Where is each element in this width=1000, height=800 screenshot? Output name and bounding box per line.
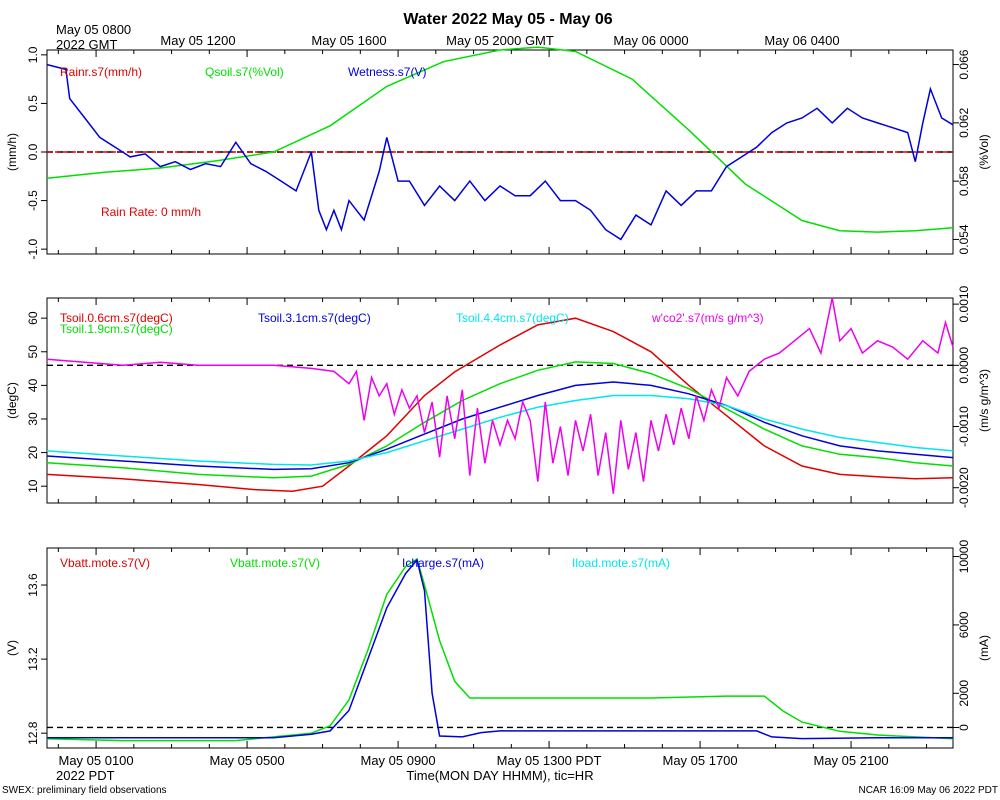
y-axis-title-left: (V) xyxy=(5,640,19,656)
series-line-cyan xyxy=(46,394,954,466)
y-tick-label-right: -0.0020 xyxy=(957,467,971,508)
series-line-green xyxy=(46,557,954,742)
top-time-label: May 05 1200 xyxy=(160,33,235,48)
y-axis-title-left: (degC) xyxy=(5,382,19,419)
legend-entry: Iload.mote.s7(mA) xyxy=(572,556,670,570)
series-line-red xyxy=(46,317,954,492)
plot-frame xyxy=(46,547,954,749)
series-line-blue xyxy=(46,381,954,471)
rain-rate-annotation: Rain Rate: 0 mm/h xyxy=(101,205,201,219)
y-tick-label-left: -1.0 xyxy=(26,238,40,259)
legend-entry: w'co2'.s7(m/s g/m^3) xyxy=(651,311,764,325)
panel-middle: 10 20 30 40 50 60 (degC) -0.0020 -0.0010 0.0000 0.… xyxy=(5,285,991,508)
y-axis-title-right: (mA) xyxy=(977,635,991,661)
y-tick-label-right: 0 xyxy=(957,724,971,731)
y-tick-label-right: 10000 xyxy=(957,540,971,574)
series-line-green xyxy=(46,361,954,479)
legend-entry: Icharge.s7(mA) xyxy=(402,556,484,570)
legend-entry: Tsoil.0.6cm.s7(degC) xyxy=(60,311,173,325)
footer-left: SWEX: preliminary field observations xyxy=(2,785,167,796)
y-tick-label-right: 0.0010 xyxy=(957,285,971,322)
top-time-label: May 05 1600 xyxy=(311,33,386,48)
bottom-time-label: May 05 1700 xyxy=(662,753,737,768)
x-axis-title: Time(MON DAY HHMM), tic=HR xyxy=(406,768,593,783)
y-tick-label-left: 30 xyxy=(26,412,40,426)
bottom-time-label: May 05 0900 xyxy=(360,753,435,768)
y-tick-label-left: 10 xyxy=(26,479,40,493)
y-axis-title-right: (%Vol) xyxy=(977,134,991,169)
top-time-label: May 05 2000 GMT xyxy=(446,33,554,48)
y-tick-label-left: 12.8 xyxy=(26,721,40,745)
top-time-label: May 06 0000 xyxy=(613,33,688,48)
chart-title: Water 2022 May 05 - May 06 xyxy=(403,11,612,28)
series-line-blue xyxy=(46,63,954,241)
y-tick-label-left: 60 xyxy=(26,311,40,325)
y-tick-label-left: 50 xyxy=(26,345,40,359)
y-tick-label-left: 20 xyxy=(26,446,40,460)
legend-entry: Vbatt.mote.s7(V) xyxy=(230,556,320,570)
legend-entry: Qsoil.s7(%Vol) xyxy=(205,65,284,79)
bottom-time-label: May 05 0500 xyxy=(209,753,284,768)
y-tick-label-right: 0.054 xyxy=(957,224,971,254)
panel-bottom: 12.8 13.2 13.6 (V) 0 2000 6000 10000 (mA) Vbatt.m… xyxy=(5,540,991,749)
series-line-blue xyxy=(47,558,953,740)
y-tick-label-left: 0.0 xyxy=(26,143,40,160)
y-tick-label-right: 0.058 xyxy=(957,166,971,196)
top-time-labels: May 05 1200 May 05 1600 May 05 2000 GMT May… xyxy=(160,33,839,48)
footer-right: NCAR 16:09 May 06 2022 PDT xyxy=(858,785,998,796)
legend-entry: Rainr.s7(mm/h) xyxy=(60,65,142,79)
series-line-magenta xyxy=(46,297,954,494)
legend-entry: Tsoil.3.1cm.s7(degC) xyxy=(258,311,371,325)
top-start-label-2: 2022 GMT xyxy=(56,37,117,52)
y-tick-label-left: 13.2 xyxy=(26,647,40,671)
top-time-label: May 06 0400 xyxy=(764,33,839,48)
y-axis-title-left: (mm/h) xyxy=(5,133,19,171)
y-tick-label-right: 0.066 xyxy=(957,49,971,79)
y-tick-label-right: 0.0000 xyxy=(957,347,971,384)
y-tick-label-right: -0.0010 xyxy=(957,406,971,447)
top-start-label-1: May 05 0800 xyxy=(56,22,131,37)
plot-frame xyxy=(46,297,954,504)
y-tick-label-left: 1.0 xyxy=(26,46,40,63)
bottom-time-label: May 05 0100 xyxy=(58,753,133,768)
y-tick-label-right: 2000 xyxy=(957,680,971,707)
legend-entry: Tsoil.1.9cm.s7(degC) xyxy=(60,322,173,336)
y-tick-label-left: -0.5 xyxy=(26,190,40,211)
bottom-time-label: May 05 1300 PDT xyxy=(497,753,602,768)
bottom-time-label: May 05 2100 xyxy=(813,753,888,768)
legend-entry: Wetness.s7(V) xyxy=(348,65,426,79)
series-line-green xyxy=(46,46,954,233)
y-tick-label-right: 0.062 xyxy=(957,108,971,138)
y-tick-label-left: 0.5 xyxy=(26,95,40,112)
y-tick-label-left: 13.6 xyxy=(26,573,40,597)
y-tick-label-right: 6000 xyxy=(957,611,971,638)
bottom-time-labels: May 05 0100 May 05 0500 May 05 0900 May 05 … xyxy=(58,753,888,768)
y-axis-title-right: (m/s g/m^3) xyxy=(977,369,991,432)
y-tick-label-left: 40 xyxy=(26,378,40,392)
legend-entry: Tsoil.4.4cm.s7(degC) xyxy=(456,311,569,325)
bottom-start-label: 2022 PDT xyxy=(56,768,115,783)
panel-top: -1.0 -0.5 0.0 0.5 1.0 (mm/h) 0.054 0.058 0.062 0.… xyxy=(5,46,991,259)
legend-entry: Vbatt.mote.s7(V) xyxy=(60,556,150,570)
